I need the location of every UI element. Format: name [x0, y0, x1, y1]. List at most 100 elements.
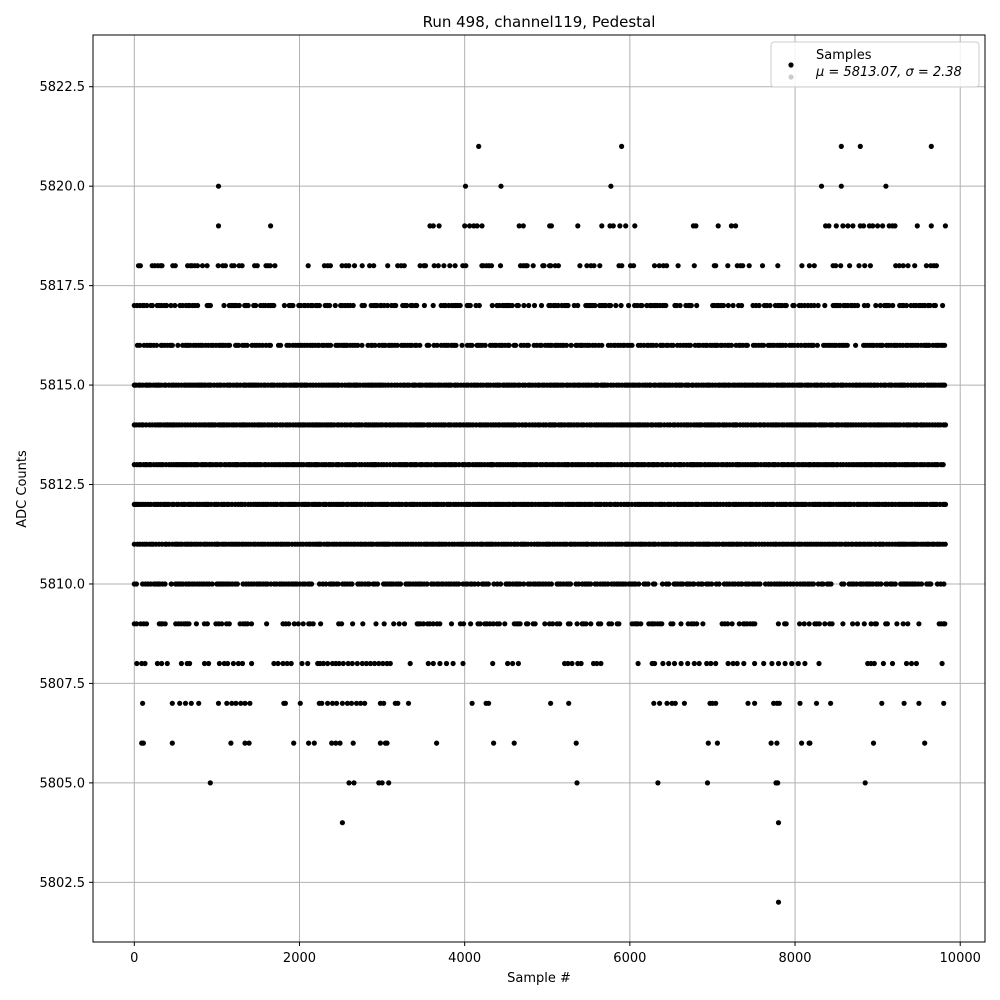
data-point [538, 342, 545, 348]
data-point [236, 302, 242, 309]
data-point [358, 700, 364, 706]
data-point [608, 183, 614, 189]
data-point [267, 263, 273, 269]
data-point [811, 263, 817, 269]
data-point [905, 621, 911, 627]
data-point [588, 581, 594, 587]
data-point [892, 223, 898, 229]
data-point [670, 621, 676, 627]
data-point [541, 263, 547, 269]
data-point [486, 700, 492, 706]
data-point [833, 263, 839, 269]
data-point [716, 581, 722, 587]
data-point [807, 740, 813, 746]
data-point [613, 302, 619, 309]
data-point [875, 223, 881, 229]
data-point [631, 263, 637, 269]
data-point [739, 581, 745, 587]
data-point [815, 302, 821, 309]
data-point [704, 660, 710, 667]
data-point [730, 302, 736, 309]
data-point [462, 183, 469, 189]
data-point [207, 302, 213, 309]
data-point [172, 302, 178, 309]
data-point [332, 302, 338, 309]
data-point [923, 263, 930, 269]
data-point [783, 302, 789, 309]
data-point [385, 263, 391, 269]
data-point [542, 621, 548, 627]
data-point [776, 700, 782, 706]
data-point [244, 342, 250, 348]
data-point [339, 621, 345, 627]
data-point [498, 581, 504, 587]
data-point [568, 342, 574, 348]
data-point [850, 621, 856, 627]
data-point [222, 263, 228, 269]
data-point [599, 342, 605, 348]
data-point [140, 740, 146, 746]
data-point [591, 263, 597, 269]
data-point [853, 342, 859, 348]
data-point [395, 700, 401, 706]
data-point [221, 302, 227, 309]
data-point [775, 660, 782, 667]
data-point [594, 660, 600, 667]
data-point [818, 183, 825, 189]
data-point [206, 660, 212, 667]
data-point [509, 660, 516, 667]
data-point [873, 302, 879, 309]
data-point [226, 621, 232, 627]
data-point [837, 302, 843, 309]
data-point [659, 621, 665, 627]
data-point [248, 621, 255, 627]
data-point [479, 223, 485, 229]
data-point [840, 223, 846, 229]
data-point [799, 263, 805, 269]
data-point [550, 621, 556, 627]
data-point [271, 302, 277, 309]
data-point [249, 660, 255, 667]
data-point [284, 660, 290, 667]
data-point [434, 740, 440, 746]
data-point [575, 302, 581, 309]
data-point [393, 302, 399, 309]
data-point [699, 581, 706, 587]
data-point [467, 223, 473, 229]
data-point [204, 263, 210, 269]
data-point [460, 660, 466, 667]
data-point [505, 660, 511, 667]
data-point [264, 621, 270, 627]
data-point [626, 302, 632, 309]
data-point [790, 581, 796, 587]
data-point [371, 263, 377, 269]
data-point [728, 342, 735, 348]
data-point [305, 660, 311, 667]
data-point [918, 581, 925, 587]
data-point [441, 263, 447, 269]
data-point [709, 581, 715, 587]
y-tick-label: 5802.5 [40, 876, 86, 891]
data-point [635, 660, 641, 667]
legend-marker-stats [788, 74, 794, 80]
data-point [663, 302, 669, 309]
data-point [525, 621, 531, 627]
plot-frame [92, 34, 986, 943]
data-point [691, 263, 697, 269]
data-point [450, 660, 456, 667]
data-point [854, 621, 861, 627]
data-point [801, 621, 807, 627]
data-point [187, 660, 193, 667]
data-point [199, 263, 206, 269]
data-points [131, 143, 949, 905]
data-point [903, 660, 910, 667]
data-point [204, 621, 210, 627]
data-point [310, 621, 316, 627]
data-point [457, 302, 463, 309]
data-point [892, 581, 898, 587]
data-point [653, 342, 659, 348]
data-point [242, 700, 248, 706]
data-point [372, 660, 378, 667]
data-point [496, 621, 502, 627]
data-point [215, 263, 221, 269]
